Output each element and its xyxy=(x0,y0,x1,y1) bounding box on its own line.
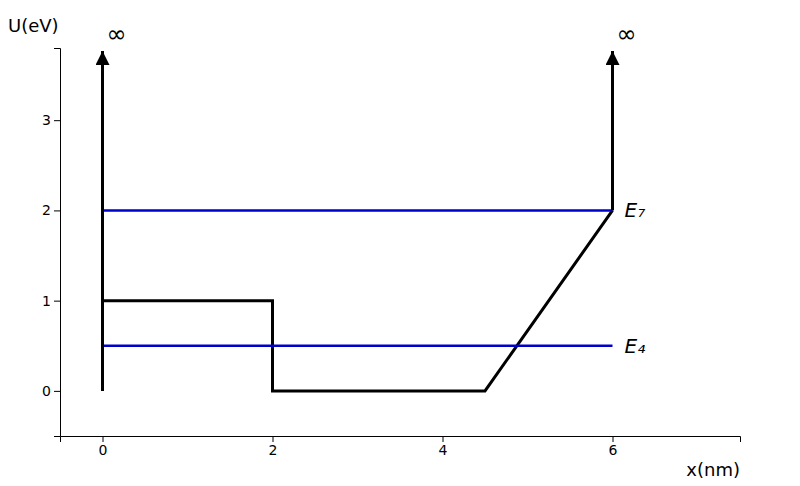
tick: 1 xyxy=(42,293,60,309)
x-axis-title: x(nm) xyxy=(686,459,740,480)
tick: 2 xyxy=(269,436,278,458)
tick-label: 1 xyxy=(42,293,51,309)
tick: 4 xyxy=(439,436,448,458)
marks xyxy=(103,51,613,391)
y-axis-title: U(eV) xyxy=(8,15,59,36)
tick-label: 4 xyxy=(439,442,448,458)
tick-label: 6 xyxy=(609,442,618,458)
tick-label: 2 xyxy=(269,442,278,458)
tick: 0 xyxy=(42,383,60,399)
tick-label: 0 xyxy=(42,383,51,399)
y-axis: 0 1 2 3 xyxy=(42,49,60,437)
tick-label: 3 xyxy=(42,112,51,128)
tick-mark xyxy=(54,391,60,392)
axis-line xyxy=(54,49,61,437)
tick: 6 xyxy=(609,436,618,458)
energy-level xyxy=(103,345,613,348)
annotation: ∞ xyxy=(617,20,637,48)
annotation: ∞ xyxy=(107,20,127,48)
x-axis: 0 2 4 6 xyxy=(61,436,741,458)
plot: 0 2 4 6 0 1 2 3 xyxy=(42,49,740,458)
energy-level xyxy=(103,209,613,212)
tick: 0 xyxy=(99,436,108,458)
tick: 3 xyxy=(42,112,60,128)
potential-line xyxy=(103,210,613,390)
tick-mark xyxy=(54,210,60,211)
infinite-wall xyxy=(611,51,614,210)
chart: 0 2 4 6 0 1 2 3 x(nm) U(eV) ∞ ∞ E₇ E₄ xyxy=(0,0,800,486)
tick: 2 xyxy=(42,202,60,218)
infinite-wall xyxy=(101,51,104,391)
tick-mark xyxy=(54,301,60,302)
energy-label: E₇ xyxy=(625,198,646,222)
energy-label: E₄ xyxy=(625,334,646,358)
tick-mark xyxy=(54,120,60,121)
tick-label: 0 xyxy=(99,442,108,458)
tick-label: 2 xyxy=(42,202,51,218)
axis-line xyxy=(61,437,741,443)
